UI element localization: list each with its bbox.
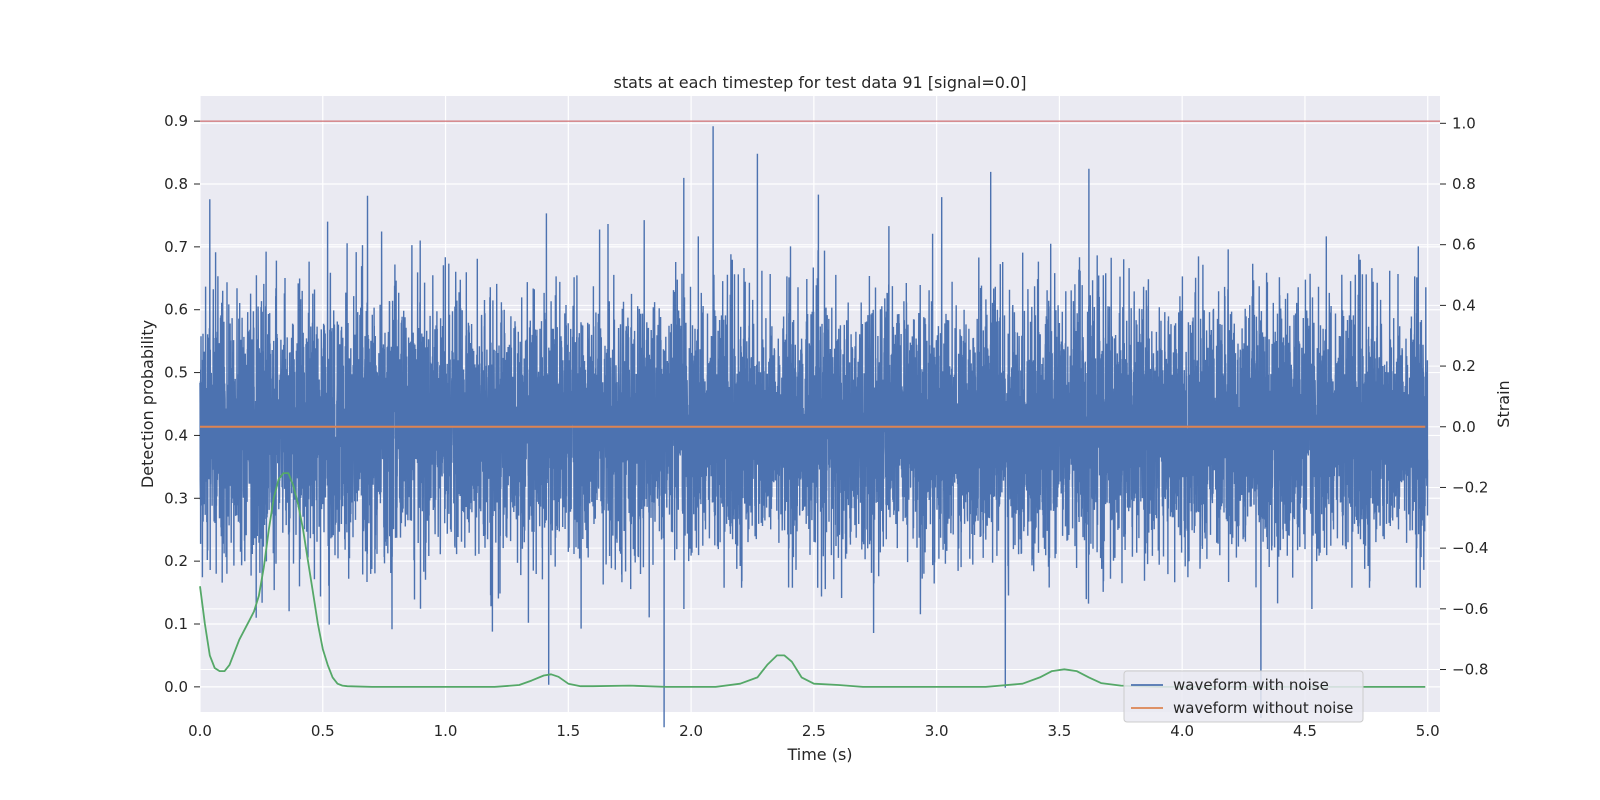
x-tick-label: 1.5: [556, 722, 580, 740]
series-curve-2: [199, 472, 1426, 688]
legend-box: [1123, 670, 1364, 723]
ticks: 0.0 0.5 1.0 1.5 2.0 2.5 3.0 3.5 4.0 4.5 5.0 0.0 0.1 0…: [164, 112, 1488, 740]
y-axis-label-right: Strain: [1494, 380, 1513, 427]
y-tick-label-right: 0.0: [1452, 418, 1476, 436]
x-tick-label: 0.0: [188, 722, 212, 740]
y-tick-label-right: −0.8: [1452, 661, 1488, 679]
chart-title: stats at each timestep for test data 91 …: [614, 73, 1027, 92]
x-tick-label: 2.0: [679, 722, 703, 740]
y-tick-label-left: 0.6: [164, 301, 188, 319]
y-tick-label-left: 0.9: [164, 112, 188, 130]
y-tick-label-left: 0.1: [164, 615, 188, 633]
y-tick-label-left: 0.8: [164, 175, 188, 193]
y-tick-label-right: 0.2: [1452, 357, 1476, 375]
legend: waveform with noise waveform without noi…: [1123, 670, 1364, 723]
legend-label-waveform-without-noise: waveform without noise: [1173, 699, 1353, 717]
x-tick-label: 0.5: [311, 722, 335, 740]
x-tick-label: 2.5: [802, 722, 826, 740]
series-waveform-with-noise: [199, 126, 1429, 728]
x-tick-label: 1.0: [434, 722, 458, 740]
x-tick-label: 5.0: [1416, 722, 1440, 740]
x-tick-label: 3.5: [1047, 722, 1071, 740]
y-tick-label-left: 0.0: [164, 678, 188, 696]
y-tick-label-right: −0.4: [1452, 539, 1488, 557]
y-tick-label-right: −0.2: [1452, 478, 1488, 496]
y-tick-label-right: −0.6: [1452, 600, 1488, 618]
y-tick-label-right: 1.0: [1452, 114, 1476, 132]
y-tick-label-left: 0.4: [164, 426, 188, 444]
series-layer: [199, 120, 1440, 728]
y-axis-label-left: Detection probability: [138, 320, 157, 488]
legend-label-waveform-with-noise: waveform with noise: [1173, 676, 1329, 694]
y-tick-label-right: 0.8: [1452, 175, 1476, 193]
y-tick-label-left: 0.5: [164, 364, 188, 382]
y-tick-label-left: 0.2: [164, 552, 188, 570]
y-tick-label-right: 0.6: [1452, 236, 1476, 254]
x-tick-label: 4.5: [1293, 722, 1317, 740]
y-tick-label-right: 0.4: [1452, 296, 1476, 314]
x-tick-label: 3.0: [925, 722, 949, 740]
y-tick-label-left: 0.3: [164, 489, 188, 507]
x-axis-label: Time (s): [786, 745, 852, 764]
y-tick-label-left: 0.7: [164, 238, 188, 256]
x-tick-label: 4.0: [1170, 722, 1194, 740]
